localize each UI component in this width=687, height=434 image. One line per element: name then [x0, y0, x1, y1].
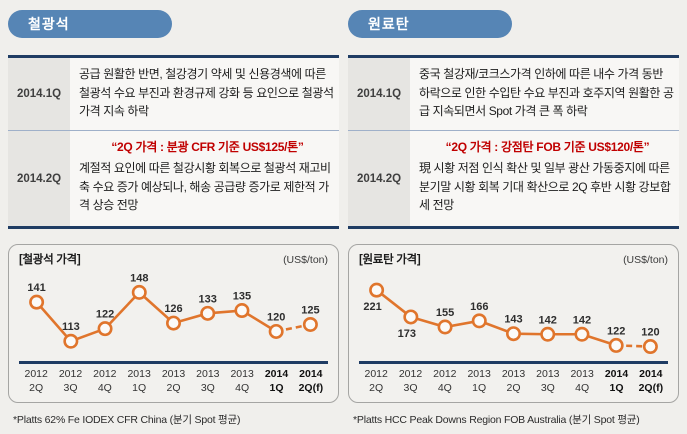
svg-text:122: 122	[607, 325, 625, 337]
svg-text:142: 142	[539, 314, 557, 326]
svg-text:122: 122	[96, 309, 114, 321]
x-tick-label: 2013 4Q	[230, 368, 254, 394]
coking-coal-summary-table: 2014.1Q 중국 철강재/코크스가격 인하에 따른 내수 가격 동반 하락으…	[348, 55, 679, 229]
x-axis-line	[19, 361, 328, 364]
x-tick-label: 2013 1Q	[467, 368, 491, 394]
row-body: 現 시황 저점 인식 확산 및 일부 광산 가동중지에 따른 분기말 시황 회복…	[419, 161, 671, 213]
svg-text:221: 221	[363, 301, 381, 313]
chart-title: [철광석 가격]	[19, 254, 81, 266]
coking-coal-price-chart: [원료탄 가격] (US$/ton) 221 173 155 166 143 142 142…	[348, 244, 679, 404]
x-tick-label: 2014 2Q(f)	[298, 368, 324, 394]
period-label: 2014.1Q	[8, 58, 70, 130]
row-content: “2Q 가격 : 분광 CFR 기준 US$125/톤” 계절적 요인에 따른 …	[70, 131, 339, 226]
svg-text:155: 155	[436, 307, 454, 319]
x-tick-label: 2014 1Q	[264, 368, 289, 394]
iron-ore-badge: 철광석	[8, 10, 172, 38]
svg-text:135: 135	[233, 291, 251, 303]
svg-text:120: 120	[641, 327, 659, 339]
line-plot: 221 173 155 166 143 142 142 122 120	[363, 282, 660, 355]
row-content: “2Q 가격 : 강점탄 FOB 기준 US$120/톤” 現 시황 저점 인식…	[410, 131, 679, 226]
x-axis-line	[359, 361, 668, 364]
x-tick-label: 2013 2Q	[161, 368, 186, 394]
row-content: 공급 원활한 반면, 철강경기 약세 및 신용경색에 따른 철광석 수요 부진과…	[70, 58, 339, 130]
x-tick-label: 2012 4Q	[93, 368, 117, 394]
x-axis-labels: 2012 2Q 2012 3Q 2012 4Q 2013 1Q 2013 2Q 2013 3Q 2013…	[359, 364, 668, 395]
svg-text:173: 173	[398, 328, 416, 340]
iron-ore-price-chart: [철광석 가격] (US$/ton) 141 113 122 148 126 133 135…	[8, 244, 339, 404]
period-label: 2014.1Q	[348, 58, 410, 130]
svg-text:120: 120	[267, 311, 285, 323]
coking-coal-badge: 원료탄	[348, 10, 512, 38]
svg-text:166: 166	[470, 301, 488, 313]
period-label: 2014.2Q	[8, 131, 70, 226]
chart-title: [원료탄 가격]	[359, 254, 421, 266]
x-tick-label: 2013 3Q	[536, 368, 560, 394]
table-row-2014-2q: 2014.2Q “2Q 가격 : 강점탄 FOB 기준 US$120/톤” 現 …	[348, 130, 679, 226]
table-row-2014-2q: 2014.2Q “2Q 가격 : 분광 CFR 기준 US$125/톤” 계절적…	[8, 130, 339, 226]
svg-text:142: 142	[573, 314, 591, 326]
svg-text:133: 133	[199, 293, 217, 305]
x-tick-label: 2012 4Q	[433, 368, 457, 394]
x-axis-labels: 2012 2Q 2012 3Q 2012 4Q 2013 1Q 2013 2Q 2013 3Q 2013…	[19, 364, 328, 395]
chart-footnote: *Platts HCC Peak Downs Region FOB Austra…	[353, 414, 640, 427]
x-tick-label: 2013 2Q	[501, 368, 526, 394]
row-content: 중국 철강재/코크스가격 인하에 따른 내수 가격 동반 하락으로 인한 수입탄…	[410, 58, 679, 130]
chart-unit-label: (US$/ton)	[283, 254, 328, 266]
row-body: 계절적 요인에 따른 철강시황 회복으로 철광석 재고비축 수요 증가 예상되나…	[79, 161, 331, 213]
price-headline: “2Q 가격 : 분광 CFR 기준 US$125/톤”	[111, 140, 304, 154]
row-body: 공급 원활한 반면, 철강경기 약세 및 신용경색에 따른 철광석 수요 부진과…	[79, 67, 334, 119]
price-headline: “2Q 가격 : 강점탄 FOB 기준 US$120/톤”	[445, 140, 650, 154]
chart-unit-label: (US$/ton)	[623, 254, 668, 266]
period-label: 2014.2Q	[348, 131, 410, 226]
table-row-2014-1q: 2014.1Q 공급 원활한 반면, 철강경기 약세 및 신용경색에 따른 철광…	[8, 58, 339, 130]
table-row-2014-1q: 2014.1Q 중국 철강재/코크스가격 인하에 따른 내수 가격 동반 하락으…	[348, 58, 679, 130]
panel-coking-coal: 원료탄 2014.1Q 중국 철강재/코크스가격 인하에 따른 내수 가격 동반…	[348, 10, 679, 434]
x-tick-label: 2013 1Q	[127, 368, 151, 394]
x-tick-label: 2014 2Q(f)	[638, 368, 664, 394]
svg-text:126: 126	[164, 303, 182, 315]
chart-header: [철광석 가격] (US$/ton)	[19, 251, 328, 267]
svg-text:148: 148	[130, 272, 148, 284]
x-tick-label: 2012 3Q	[398, 368, 423, 394]
iron-ore-summary-table: 2014.1Q 공급 원활한 반면, 철강경기 약세 및 신용경색에 따른 철광…	[8, 55, 339, 229]
x-tick-label: 2013 3Q	[196, 368, 220, 394]
chart-header: [원료탄 가격] (US$/ton)	[359, 251, 668, 267]
svg-text:143: 143	[504, 314, 522, 326]
svg-text:113: 113	[62, 321, 80, 333]
line-plot: 141 113 122 148 126 133 135 120 125	[27, 272, 320, 349]
chart-footnote: *Platts 62% Fe IODEX CFR China (분기 Spot …	[13, 414, 241, 427]
x-tick-label: 2012 2Q	[24, 368, 48, 394]
row-body: 중국 철강재/코크스가격 인하에 따른 내수 가격 동반 하락으로 인한 수입탄…	[419, 67, 674, 119]
panel-iron-ore: 철광석 2014.1Q 공급 원활한 반면, 철강경기 약세 및 신용경색에 따…	[8, 10, 339, 434]
svg-text:125: 125	[301, 304, 319, 316]
x-tick-label: 2014 1Q	[604, 368, 629, 394]
x-tick-label: 2013 4Q	[570, 368, 594, 394]
svg-text:141: 141	[27, 282, 45, 294]
x-tick-label: 2012 3Q	[58, 368, 83, 394]
x-tick-label: 2012 2Q	[364, 368, 388, 394]
